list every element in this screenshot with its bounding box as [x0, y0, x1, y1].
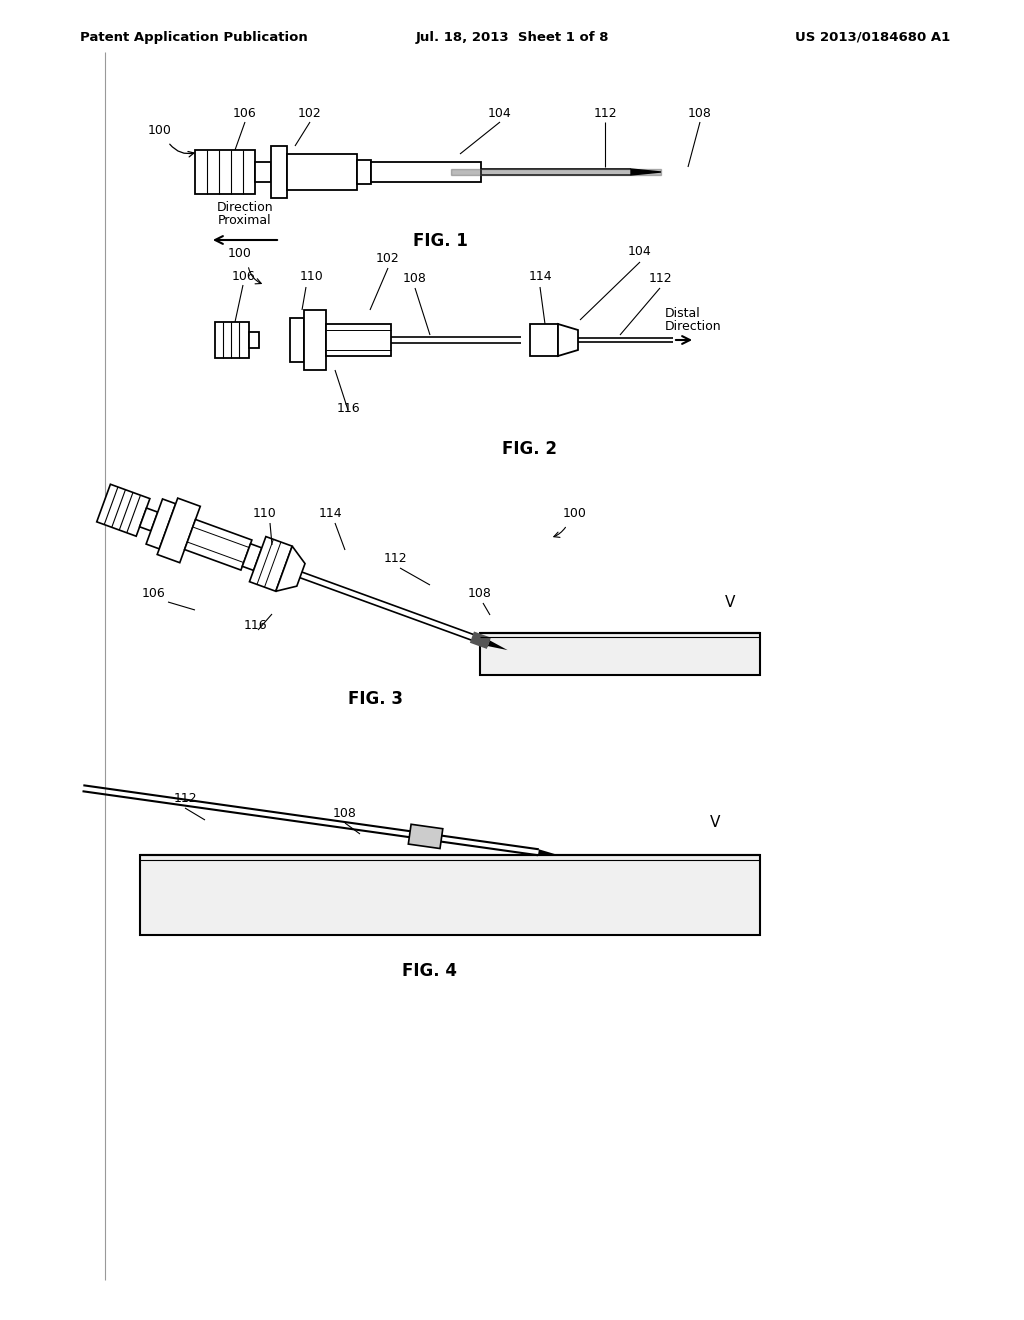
Bar — [140, 855, 760, 935]
Polygon shape — [250, 537, 292, 591]
Bar — [304, 310, 326, 370]
Text: Distal: Distal — [665, 308, 700, 319]
Text: 112: 112 — [383, 552, 407, 565]
Polygon shape — [184, 520, 252, 570]
Text: 114: 114 — [318, 507, 342, 520]
Bar — [215, 322, 249, 358]
Polygon shape — [96, 484, 150, 536]
Text: Direction: Direction — [217, 201, 273, 214]
Polygon shape — [631, 169, 662, 176]
Text: 100: 100 — [563, 507, 587, 520]
Polygon shape — [538, 849, 558, 855]
Text: Jul. 18, 2013  Sheet 1 of 8: Jul. 18, 2013 Sheet 1 of 8 — [416, 30, 608, 44]
Text: FIG. 4: FIG. 4 — [402, 962, 458, 979]
Text: Proximal: Proximal — [218, 214, 271, 227]
Bar — [195, 150, 255, 194]
Text: US 2013/0184680 A1: US 2013/0184680 A1 — [795, 30, 950, 44]
Text: 110: 110 — [300, 271, 324, 282]
Text: 104: 104 — [628, 246, 652, 257]
Polygon shape — [146, 499, 176, 549]
Text: 106: 106 — [141, 587, 165, 601]
Text: 102: 102 — [376, 252, 400, 265]
Polygon shape — [470, 631, 490, 649]
Text: FIG. 1: FIG. 1 — [413, 232, 467, 249]
Text: 112: 112 — [648, 272, 672, 285]
Polygon shape — [243, 544, 262, 570]
Text: 116: 116 — [336, 403, 359, 414]
Text: 104: 104 — [488, 107, 512, 120]
Text: 106: 106 — [232, 271, 256, 282]
Bar — [249, 333, 259, 348]
Polygon shape — [558, 323, 578, 356]
Bar — [326, 323, 391, 356]
Polygon shape — [409, 824, 442, 849]
Polygon shape — [451, 169, 662, 176]
Text: V: V — [725, 595, 735, 610]
Text: 106: 106 — [233, 107, 257, 120]
Bar — [371, 162, 481, 182]
Bar — [530, 323, 558, 356]
Bar — [271, 147, 287, 198]
Bar — [255, 162, 271, 182]
Text: 108: 108 — [688, 107, 712, 120]
Text: FIG. 2: FIG. 2 — [503, 440, 557, 458]
Text: FIG. 3: FIG. 3 — [347, 690, 402, 708]
Text: 100: 100 — [228, 247, 252, 260]
Polygon shape — [487, 640, 508, 651]
Bar — [287, 154, 357, 190]
Bar — [357, 160, 371, 183]
Text: Direction: Direction — [665, 319, 722, 333]
Text: 108: 108 — [333, 807, 357, 820]
Bar — [290, 318, 304, 362]
Text: V: V — [710, 814, 720, 830]
Text: 114: 114 — [528, 271, 552, 282]
Polygon shape — [275, 546, 305, 591]
Text: 108: 108 — [468, 587, 492, 601]
Text: 110: 110 — [253, 507, 276, 520]
Text: 108: 108 — [403, 272, 427, 285]
Polygon shape — [158, 498, 201, 562]
Text: 112: 112 — [593, 107, 616, 120]
Text: 116: 116 — [243, 619, 267, 632]
Text: 102: 102 — [298, 107, 322, 120]
Text: 112: 112 — [173, 792, 197, 805]
Text: 100: 100 — [148, 124, 172, 137]
Bar — [480, 634, 760, 675]
Polygon shape — [139, 508, 158, 531]
Text: Patent Application Publication: Patent Application Publication — [80, 30, 308, 44]
